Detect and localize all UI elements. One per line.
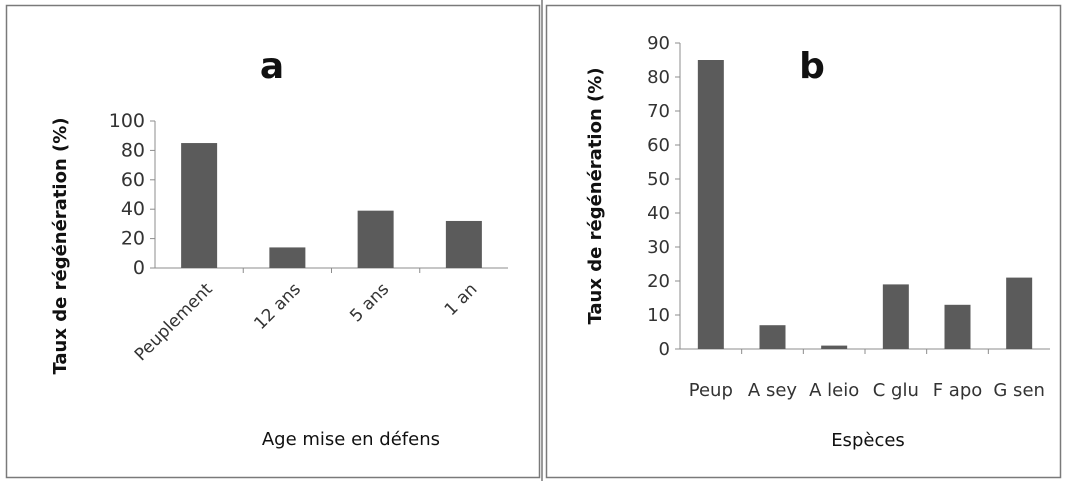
b-x-tick-label: A leio bbox=[809, 380, 859, 401]
a-y-tick-label: 60 bbox=[121, 169, 145, 191]
a-bar-5-ans bbox=[357, 210, 394, 268]
b-x-tick-label: A sey bbox=[748, 380, 797, 401]
b-x-tick-label: F apo bbox=[933, 380, 983, 401]
a-y-tick-label: 40 bbox=[121, 198, 145, 220]
chart-a-x-axis-title: Age mise en défens bbox=[262, 429, 440, 450]
b-y-tick-label: 0 bbox=[659, 339, 670, 360]
b-y-tick-label: 20 bbox=[647, 271, 670, 292]
b-bar-peup bbox=[697, 60, 724, 349]
a-y-tick-label: 100 bbox=[109, 110, 145, 132]
a-bar-1-an bbox=[445, 220, 482, 268]
b-y-tick-label: 60 bbox=[647, 135, 670, 156]
b-bar-a-leio bbox=[821, 345, 848, 349]
a-y-tick-label: 0 bbox=[133, 257, 145, 279]
b-y-tick-label: 70 bbox=[647, 101, 670, 122]
b-y-tick-label: 90 bbox=[647, 33, 670, 54]
b-y-tick-label: 80 bbox=[647, 67, 670, 88]
b-x-tick-label: C glu bbox=[873, 380, 919, 401]
a-y-tick-label: 20 bbox=[121, 228, 145, 250]
b-bar-f-apo bbox=[944, 304, 971, 349]
a-bar-peuplement bbox=[181, 143, 218, 268]
b-x-tick-label: Peup bbox=[689, 380, 733, 401]
a-bar-12-ans bbox=[269, 247, 306, 268]
chart-b-y-axis-title: Taux de régénération (%) bbox=[585, 67, 606, 324]
chart-a-y-axis-title: Taux de régénération (%) bbox=[50, 117, 71, 374]
b-bar-a-sey bbox=[759, 325, 786, 349]
a-y-tick-label: 80 bbox=[121, 139, 145, 161]
b-bar-g-sen bbox=[1006, 277, 1033, 349]
chart-b-x-axis-title: Espèces bbox=[831, 430, 905, 451]
b-y-tick-label: 10 bbox=[647, 305, 670, 326]
chart-b: b Espèces Taux de régénération (%) 0 10 20… bbox=[585, 33, 1050, 451]
panel-b-frame bbox=[545, 4, 1062, 479]
b-x-tick-label: G sen bbox=[993, 380, 1045, 401]
chart-b-title: b bbox=[799, 46, 825, 87]
b-bar-c-glu bbox=[882, 284, 909, 349]
b-y-tick-label: 50 bbox=[647, 169, 670, 190]
panel-a-frame bbox=[5, 4, 541, 479]
b-y-tick-label: 40 bbox=[647, 203, 670, 224]
chart-a-title: a bbox=[260, 46, 284, 87]
b-y-tick-label: 30 bbox=[647, 237, 670, 258]
